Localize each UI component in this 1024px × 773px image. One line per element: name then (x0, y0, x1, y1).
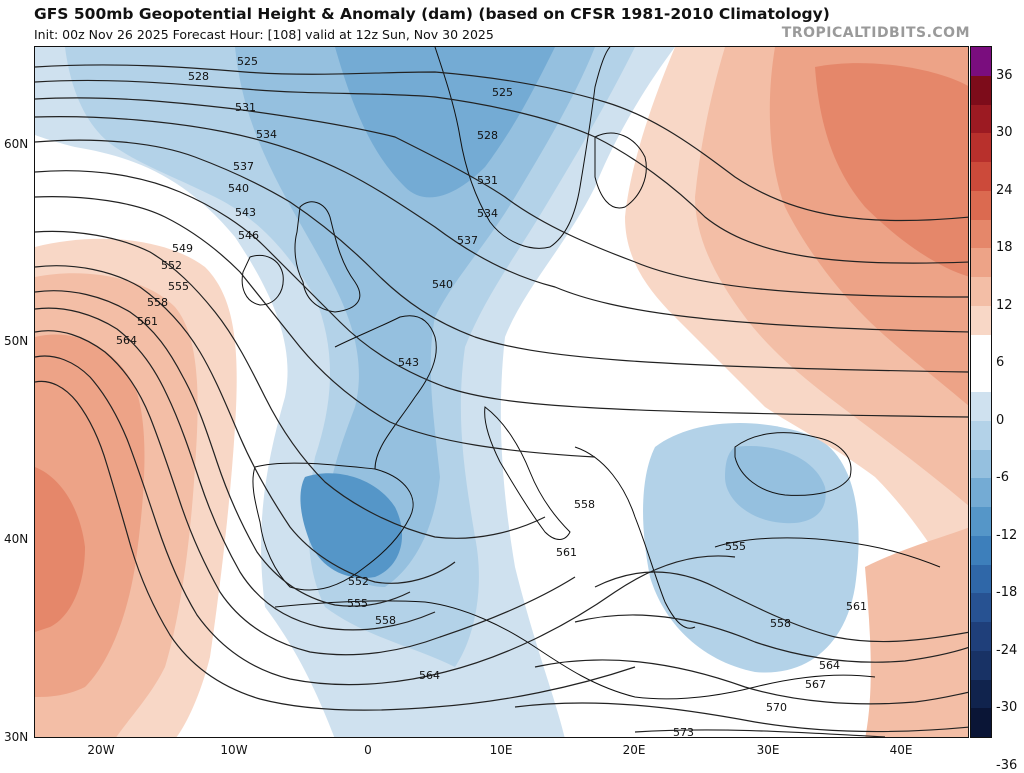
colorbar-segment (971, 104, 991, 134)
anomaly-neg-core-iberia (300, 473, 403, 578)
brand-watermark: TROPICALTIDBITS.COM (781, 25, 970, 41)
height-contours (35, 64, 968, 737)
contour-label: 558 (770, 617, 791, 630)
coastlines (241, 47, 941, 700)
colorbar-segment (971, 622, 991, 651)
contour-label: 555 (168, 280, 189, 293)
lon-label-20e: 20E (622, 743, 646, 757)
lat-label-60n: 60N (4, 137, 29, 151)
colorbar-segment (971, 219, 991, 249)
anomaly-pos-atlantic-core (35, 467, 85, 632)
contour-label: 543 (398, 356, 419, 369)
contour-label: 540 (228, 182, 249, 195)
contour-label: 531 (235, 101, 256, 114)
colorbar-segment (971, 47, 991, 76)
contour-label: 525 (237, 55, 258, 68)
colorbar-label: -30 (996, 700, 1018, 716)
contour-label: 540 (432, 278, 453, 291)
colorbar-segment (971, 133, 991, 163)
contour-label: 558 (147, 296, 168, 309)
contour-label: 549 (172, 242, 193, 255)
contour-label: 561 (556, 546, 577, 559)
colorbar-label: -12 (996, 527, 1018, 543)
colorbar-segment (971, 478, 991, 508)
contour-label: 546 (238, 229, 259, 242)
anomaly-neg-core-north (335, 47, 555, 198)
colorbar-segment (971, 650, 991, 680)
colorbar-segment (971, 305, 991, 335)
colorbar-segment (971, 277, 991, 306)
contour-labels: 525 528 531 534 537 540 543 546 549 552 … (116, 55, 867, 738)
colorbar-segment (971, 564, 991, 594)
contour-label: 561 (846, 600, 867, 613)
contour-label: 561 (137, 315, 158, 328)
contour-label: 573 (673, 726, 694, 738)
map-subtitle: Init: 00z Nov 26 2025 Forecast Hour: [10… (34, 27, 494, 42)
anomaly-neg-east-inner (725, 446, 826, 524)
colorbar-label: -36 (996, 757, 1018, 773)
colorbar-segment (971, 679, 991, 709)
lat-label-30n: 30N (4, 730, 29, 744)
lat-label-40n: 40N (4, 532, 29, 546)
lon-label-30e: 30E (756, 743, 780, 757)
lon-label-40e: 40E (889, 743, 913, 757)
contour-label: 564 (819, 659, 840, 672)
colorbar-segment (971, 507, 991, 536)
lat-label-50n: 50N (4, 334, 29, 348)
contour-label: 528 (188, 70, 209, 83)
colorbar-label: -18 (996, 585, 1018, 601)
lon-label-0: 0 (364, 743, 372, 757)
anomaly-pos-russia-core (815, 63, 968, 277)
colorbar-segment (971, 535, 991, 565)
colorbar-segment (971, 248, 991, 278)
colorbar-label: -24 (996, 642, 1018, 658)
anomaly-neg-dark (235, 47, 595, 587)
map-title: GFS 500mb Geopotential Height & Anomaly … (34, 5, 830, 23)
colorbar-segment (971, 162, 991, 191)
lon-label-10e: 10E (489, 743, 513, 757)
contour-label: 570 (766, 701, 787, 714)
colorbar-segment (971, 420, 991, 450)
anomaly-colorbar (970, 46, 992, 738)
anomaly-pos-southeast (865, 527, 968, 737)
colorbar-label: 12 (996, 297, 1013, 313)
header: GFS 500mb Geopotential Height & Anomaly … (0, 0, 1024, 46)
colorbar-label: 18 (996, 240, 1013, 256)
colorbar-segment (971, 449, 991, 479)
contour-label: 555 (725, 540, 746, 553)
colorbar-label: -6 (996, 470, 1009, 486)
contour-label: 558 (375, 614, 396, 627)
colorbar-label: 0 (996, 412, 1005, 428)
lon-label-20w: 20W (87, 743, 115, 757)
map-svg: 525 528 531 534 537 540 543 546 549 552 … (35, 47, 968, 738)
contour-label: 564 (116, 334, 137, 347)
colorbar-segment (971, 75, 991, 105)
contour-label: 552 (348, 575, 369, 588)
contour-label: 537 (233, 160, 254, 173)
colorbar-label: 24 (996, 182, 1013, 198)
contour-label: 534 (256, 128, 277, 141)
contour-label: 555 (347, 597, 368, 610)
colorbar-label: 36 (996, 67, 1013, 83)
contour-label: 567 (805, 678, 826, 691)
colorbar-segment (971, 363, 991, 393)
colorbar-label: 30 (996, 125, 1013, 141)
map-panel: 525 528 531 534 537 540 543 546 549 552 … (34, 46, 969, 738)
contour-label: 534 (477, 207, 498, 220)
contour-label: 531 (477, 174, 498, 187)
contour-label: 558 (574, 498, 595, 511)
colorbar-segment (971, 593, 991, 623)
colorbar-label: 6 (996, 355, 1005, 371)
contour-label: 525 (492, 86, 513, 99)
contour-label: 543 (235, 206, 256, 219)
colorbar-segment (971, 190, 991, 220)
contour-label: 564 (419, 669, 440, 682)
contour-label: 552 (161, 259, 182, 272)
colorbar-segment (971, 708, 991, 738)
contour-label: 537 (457, 234, 478, 247)
contour-label: 528 (477, 129, 498, 142)
lon-label-10w: 10W (220, 743, 248, 757)
colorbar-segment (971, 334, 991, 364)
colorbar-segment (971, 392, 991, 421)
